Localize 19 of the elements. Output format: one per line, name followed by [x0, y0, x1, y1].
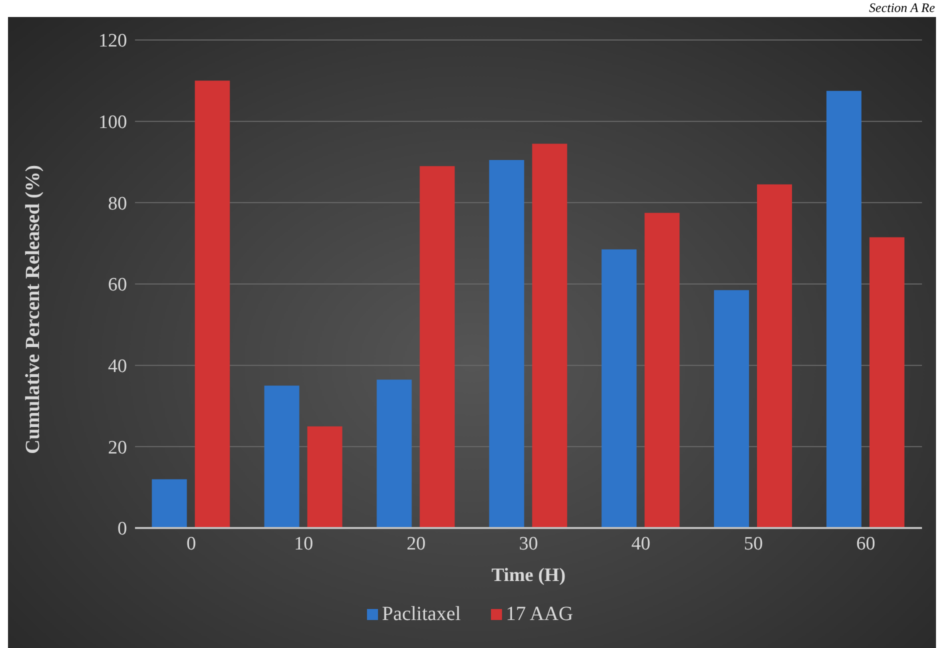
- x-tick-label: 20: [406, 533, 426, 554]
- y-tick-label: 80: [108, 193, 127, 214]
- x-tick-label: 60: [856, 533, 876, 554]
- y-axis-title: Cumulative Percent Released (%): [22, 164, 44, 454]
- x-tick-label: 50: [744, 533, 763, 554]
- legend-label: Paclitaxel: [382, 603, 461, 626]
- y-tick-label: 100: [98, 112, 127, 134]
- text: Section A Re: [869, 0, 935, 15]
- x-tick-label: 0: [186, 533, 196, 554]
- y-tick-label: 60: [108, 274, 127, 296]
- y-tick-label: 120: [98, 30, 127, 52]
- y-tick-label: 0: [118, 518, 127, 540]
- x-tick-label: 10: [294, 533, 314, 554]
- y-tick-label: 20: [108, 437, 127, 458]
- y-tick-label: 40: [108, 356, 127, 378]
- legend-label: 17 AAG: [506, 603, 574, 626]
- x-tick-label: 30: [519, 533, 538, 554]
- x-tick-label: 40: [631, 533, 650, 554]
- x-axis-title: Time (H): [491, 565, 566, 586]
